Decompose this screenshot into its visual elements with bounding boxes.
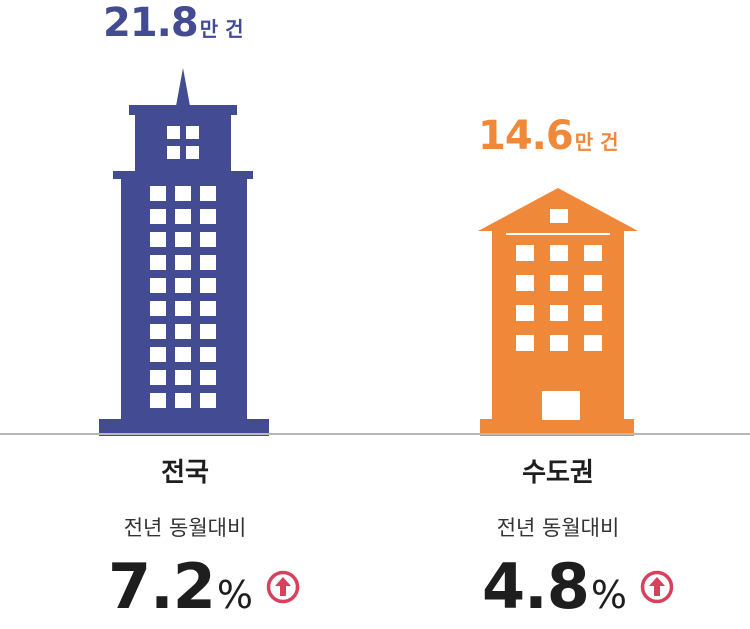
door xyxy=(542,391,580,420)
window xyxy=(150,232,166,247)
window xyxy=(175,301,191,316)
window xyxy=(186,146,199,159)
window xyxy=(200,347,216,362)
national-change: 7.2% xyxy=(108,550,300,623)
window xyxy=(516,305,534,321)
window xyxy=(550,275,568,291)
window xyxy=(150,370,166,385)
window xyxy=(150,255,166,270)
arrow-up-circle-icon xyxy=(266,570,300,604)
spire xyxy=(176,68,190,106)
capital-label: 수도권 xyxy=(522,458,594,488)
window xyxy=(175,209,191,224)
window xyxy=(175,186,191,201)
window xyxy=(150,186,166,201)
window xyxy=(584,245,602,261)
capital-value-label: 14.6 만 건 xyxy=(478,113,619,159)
window xyxy=(550,305,568,321)
window xyxy=(200,301,216,316)
window xyxy=(200,370,216,385)
baseline xyxy=(0,433,750,435)
window xyxy=(186,126,199,139)
window xyxy=(175,370,191,385)
national-value-label: 21.8 만 건 xyxy=(103,0,244,46)
window xyxy=(516,335,534,351)
window xyxy=(200,186,216,201)
window xyxy=(200,209,216,224)
window xyxy=(175,255,191,270)
window xyxy=(167,126,180,139)
window xyxy=(516,275,534,291)
window xyxy=(175,232,191,247)
window xyxy=(584,275,602,291)
window xyxy=(584,335,602,351)
window xyxy=(584,305,602,321)
window xyxy=(150,393,166,408)
window xyxy=(200,255,216,270)
window xyxy=(175,324,191,339)
capital-subtitle: 전년 동월대비 xyxy=(496,516,620,540)
window xyxy=(167,146,180,159)
window xyxy=(150,324,166,339)
window xyxy=(175,278,191,293)
apartment-building-icon xyxy=(478,188,638,436)
window xyxy=(150,209,166,224)
window xyxy=(200,278,216,293)
window xyxy=(175,393,191,408)
arrow-up-circle-icon xyxy=(640,570,674,604)
window xyxy=(550,245,568,261)
window xyxy=(200,324,216,339)
capital-change: 4.8% xyxy=(482,550,674,623)
window xyxy=(150,347,166,362)
national-subtitle: 전년 동월대비 xyxy=(123,516,247,540)
window xyxy=(175,347,191,362)
window xyxy=(150,301,166,316)
skyscraper-icon xyxy=(99,68,269,436)
window xyxy=(150,278,166,293)
window xyxy=(200,393,216,408)
window xyxy=(200,232,216,247)
window xyxy=(550,335,568,351)
national-label: 전국 xyxy=(161,458,209,488)
window xyxy=(516,245,534,261)
